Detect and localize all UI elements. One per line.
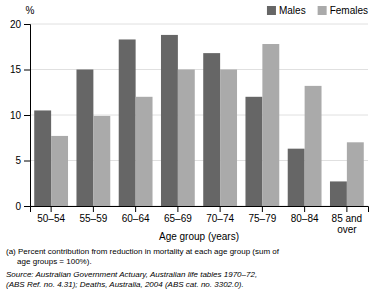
legend: Males Females bbox=[267, 5, 368, 16]
legend-swatch bbox=[318, 6, 327, 15]
bar bbox=[220, 70, 237, 207]
x-tick-label-line: over bbox=[337, 224, 357, 235]
x-tick-label-line: 70–74 bbox=[206, 213, 234, 224]
x-tick: 60–64 bbox=[122, 206, 150, 224]
bar bbox=[161, 35, 178, 206]
x-tick: 65–69 bbox=[164, 206, 192, 224]
x-tick-mark bbox=[262, 206, 263, 212]
x-tick: 55–59 bbox=[79, 206, 107, 224]
x-tick: 70–74 bbox=[206, 206, 234, 224]
x-tick-label: 60–64 bbox=[122, 213, 150, 224]
y-tick-mark bbox=[24, 206, 30, 207]
legend-item: Males bbox=[267, 5, 306, 16]
chart: 0 5 10 15 20 50–54 55–59 60–64 65–69 70–74 75–79 80… bbox=[0, 0, 378, 291]
x-tick: 80–84 bbox=[291, 206, 319, 224]
bar bbox=[136, 97, 153, 206]
y-tick-mark bbox=[24, 24, 30, 25]
grid-line bbox=[30, 24, 368, 25]
x-axis-title: Age group (years) bbox=[159, 231, 239, 242]
bar bbox=[262, 44, 279, 206]
x-tick-mark bbox=[220, 206, 221, 212]
x-tick-label-line: 55–59 bbox=[79, 213, 107, 224]
x-tick-mark bbox=[304, 206, 305, 212]
y-tick-label: 0 bbox=[15, 201, 21, 212]
legend-swatch bbox=[267, 6, 276, 15]
x-tick-label-line: 80–84 bbox=[291, 213, 319, 224]
bar bbox=[178, 70, 195, 207]
legend-label: Females bbox=[330, 5, 368, 16]
bar-series bbox=[51, 44, 364, 206]
legend-label: Males bbox=[279, 5, 306, 16]
y-tick-label: 10 bbox=[10, 110, 22, 121]
x-tick: 50–54 bbox=[37, 206, 65, 224]
y-tick-mark bbox=[24, 70, 30, 71]
x-tick-label: 55–59 bbox=[79, 213, 107, 224]
bar bbox=[51, 136, 68, 206]
x-tick-label-line: 65–69 bbox=[164, 213, 192, 224]
source-line: (ABS Ref. no. 4.31); Deaths, Australia, … bbox=[6, 280, 244, 289]
bar bbox=[305, 86, 322, 206]
source-line: Source: Australian Government Actuary, A… bbox=[6, 270, 257, 279]
x-tick-label: 70–74 bbox=[206, 213, 234, 224]
y-tick: 20 bbox=[10, 19, 30, 30]
y-tick-mark bbox=[24, 115, 30, 116]
y-tick-label: 5 bbox=[15, 155, 21, 166]
y-tick-label: 15 bbox=[10, 64, 22, 75]
y-tick: 15 bbox=[10, 64, 30, 75]
bar bbox=[245, 97, 262, 206]
x-tick-label-line: 85 and bbox=[332, 213, 363, 224]
x-tick-mark bbox=[135, 206, 136, 212]
footnote-line: age groups = 100%). bbox=[6, 257, 92, 266]
y-axis: 0 5 10 15 20 bbox=[10, 19, 31, 212]
x-tick-mark bbox=[346, 206, 347, 212]
x-tick-label-line: 50–54 bbox=[37, 213, 65, 224]
y-tick: 0 bbox=[15, 201, 30, 212]
x-axis-line bbox=[31, 207, 369, 213]
y-axis-title: % bbox=[26, 5, 35, 16]
legend-item: Females bbox=[318, 5, 368, 16]
x-tick-mark bbox=[51, 206, 52, 212]
x-tick-mark bbox=[177, 206, 178, 212]
x-tick: 85 andover bbox=[332, 206, 363, 235]
x-tick-label: 50–54 bbox=[37, 213, 65, 224]
source: Source: Australian Government Actuary, A… bbox=[6, 270, 257, 289]
bar bbox=[119, 39, 136, 206]
x-tick-label-line: 75–79 bbox=[248, 213, 276, 224]
y-axis-line bbox=[24, 25, 31, 207]
y-tick: 10 bbox=[10, 110, 30, 121]
x-tick-mark bbox=[93, 206, 94, 212]
bars bbox=[34, 35, 364, 206]
x-tick: 75–79 bbox=[248, 206, 276, 224]
plot: 0 5 10 15 20 50–54 55–59 60–64 65–69 70–74 75–79 80… bbox=[10, 19, 369, 235]
bar bbox=[93, 116, 110, 206]
x-tick-label: 75–79 bbox=[248, 213, 276, 224]
bar bbox=[34, 110, 51, 206]
bar bbox=[288, 149, 305, 206]
y-tick-mark bbox=[24, 161, 30, 162]
x-tick-label: 80–84 bbox=[291, 213, 319, 224]
bar bbox=[203, 53, 220, 206]
y-tick: 5 bbox=[15, 155, 30, 166]
x-tick-label: 85 andover bbox=[332, 213, 363, 235]
x-tick-label-line: 60–64 bbox=[122, 213, 150, 224]
footnote-line: (a) Percent contribution from reduction … bbox=[6, 247, 280, 256]
footnote: (a) Percent contribution from reduction … bbox=[6, 247, 280, 266]
bar bbox=[76, 70, 93, 207]
bar bbox=[330, 181, 347, 206]
x-tick-label: 65–69 bbox=[164, 213, 192, 224]
bar bbox=[347, 142, 364, 206]
bar-series bbox=[34, 35, 347, 206]
grid bbox=[30, 24, 368, 206]
y-tick-label: 20 bbox=[10, 19, 22, 30]
